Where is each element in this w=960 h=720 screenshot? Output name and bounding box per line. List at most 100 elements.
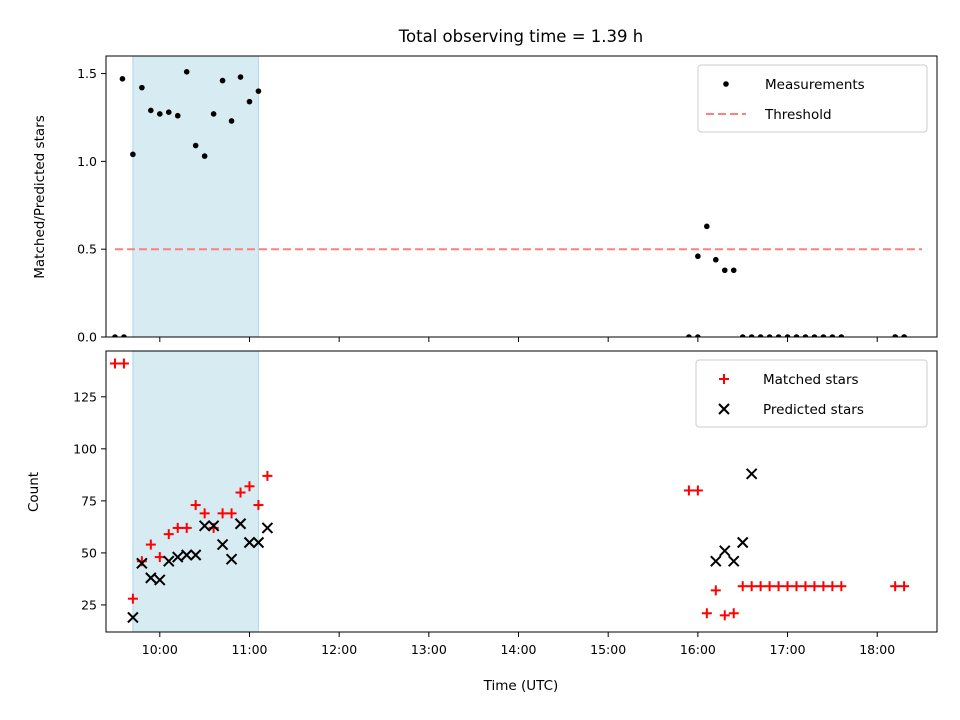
matched-star-marker: [262, 470, 273, 481]
predicted-star-marker: [728, 555, 740, 567]
marker-stroke: [207, 520, 220, 532]
bottom-plot-area: [109, 358, 910, 624]
marker-stroke: [745, 468, 758, 480]
matched-star-marker: [683, 485, 694, 496]
matched-star-marker: [737, 581, 748, 592]
matched-star-marker: [226, 508, 237, 519]
bottom-y-tick-label: 100: [73, 441, 97, 456]
matched-star-marker: [728, 608, 739, 619]
measurement-point: [255, 88, 262, 94]
legend-label: Measurements: [765, 77, 865, 93]
matched-star-marker: [244, 481, 255, 492]
chart-title: Total observing time = 1.39 h: [398, 27, 643, 46]
marker-stroke: [216, 538, 229, 551]
marker-stroke: [261, 522, 274, 534]
matched-star-marker: [118, 358, 129, 369]
marker-stroke: [198, 520, 211, 532]
marker-stroke: [163, 555, 175, 567]
predicted-star-marker: [136, 557, 148, 570]
measurement-point: [246, 98, 253, 105]
measurement-point: [148, 107, 154, 114]
legend-label: Threshold: [764, 107, 832, 123]
bottom-y-tick-label: 75: [81, 493, 97, 508]
matched-star-marker: [172, 522, 183, 533]
measurement-point: [811, 334, 818, 337]
measurement-point: [165, 109, 172, 115]
marker-stroke: [136, 557, 148, 570]
measurement-point: [748, 334, 755, 337]
predicted-star-marker: [198, 520, 211, 532]
bottom-observing-window: [132, 350, 259, 633]
x-tick-label: 14:00: [500, 642, 536, 657]
x-tick-label: 10:00: [142, 642, 178, 657]
matched-star-marker: [154, 552, 165, 563]
measurement-point: [112, 334, 118, 337]
matched-star-marker: [253, 500, 264, 511]
marker-stroke: [181, 549, 193, 561]
measurement-point: [139, 84, 145, 91]
measurement-point: [192, 142, 199, 149]
predicted-star-marker: [261, 522, 274, 534]
matched-star-marker: [809, 581, 820, 592]
matched-star-marker: [836, 581, 847, 592]
measurement-point: [784, 334, 791, 337]
measurement-point: [130, 151, 136, 158]
top-plot-area: [112, 69, 923, 337]
bottom-legend: Matched stars Predicted stars: [695, 359, 928, 428]
marker-stroke: [225, 553, 238, 565]
marker-stroke: [710, 555, 722, 567]
top-y-tick-label: 0.0: [77, 330, 97, 345]
measurement-point: [829, 334, 836, 337]
matched-star-marker: [746, 581, 757, 592]
measurement-point: [820, 334, 827, 337]
matched-star-marker: [827, 581, 838, 592]
predicted-star-marker: [225, 553, 238, 565]
measurement-point: [757, 334, 764, 337]
marker-stroke: [252, 536, 265, 549]
marker-stroke: [736, 536, 749, 549]
matched-star-marker: [163, 529, 174, 540]
measurement-point: [704, 223, 710, 230]
x-tick-label: 15:00: [590, 642, 626, 657]
legend-label: Predicted stars: [763, 402, 864, 418]
predicted-star-marker: [181, 549, 193, 561]
predicted-star-marker: [216, 538, 229, 551]
predicted-star-marker: [710, 555, 722, 567]
measurement-point: [119, 76, 126, 82]
matched-star-marker: [710, 585, 721, 596]
measurement-point: [686, 334, 692, 337]
predicted-star-marker: [243, 536, 256, 549]
matched-star-marker: [701, 608, 712, 619]
marker-stroke: [145, 572, 157, 584]
matched-star-marker: [890, 581, 901, 592]
measurement-point: [237, 74, 244, 80]
predicted-star-marker: [154, 574, 166, 586]
measurement-point: [838, 334, 845, 337]
predicted-star-marker: [163, 555, 175, 567]
predicted-star-marker: [145, 572, 157, 584]
marker-stroke: [127, 611, 139, 624]
matched-star-marker: [818, 581, 829, 592]
matched-star-marker: [782, 581, 793, 592]
legend-marker-measurements: [723, 81, 729, 87]
predicted-star-marker: [234, 518, 247, 530]
measurement-point: [802, 334, 809, 337]
matched-star-marker: [773, 581, 784, 592]
x-tick-label: 11:00: [231, 642, 267, 657]
legend-marker-predicted: [718, 403, 730, 415]
matched-star-marker: [755, 581, 766, 592]
measurement-point: [775, 334, 782, 337]
measurement-point: [793, 334, 800, 337]
matched-star-marker: [235, 487, 246, 498]
predicted-star-marker: [127, 611, 139, 624]
x-tick-label: 13:00: [411, 642, 447, 657]
measurement-point: [712, 256, 719, 263]
matched-star-marker: [217, 508, 228, 519]
measurement-point: [201, 153, 208, 159]
bottom-panel: 25 50 75 100 125 10:00 11:00 12:00 13:00 14:00 15:…: [73, 350, 938, 657]
top-legend: Measurements Threshold: [697, 64, 928, 133]
predicted-star-marker: [252, 536, 265, 549]
measurement-point: [228, 118, 235, 124]
predicted-star-marker: [172, 551, 184, 563]
marker-stroke: [718, 403, 730, 415]
